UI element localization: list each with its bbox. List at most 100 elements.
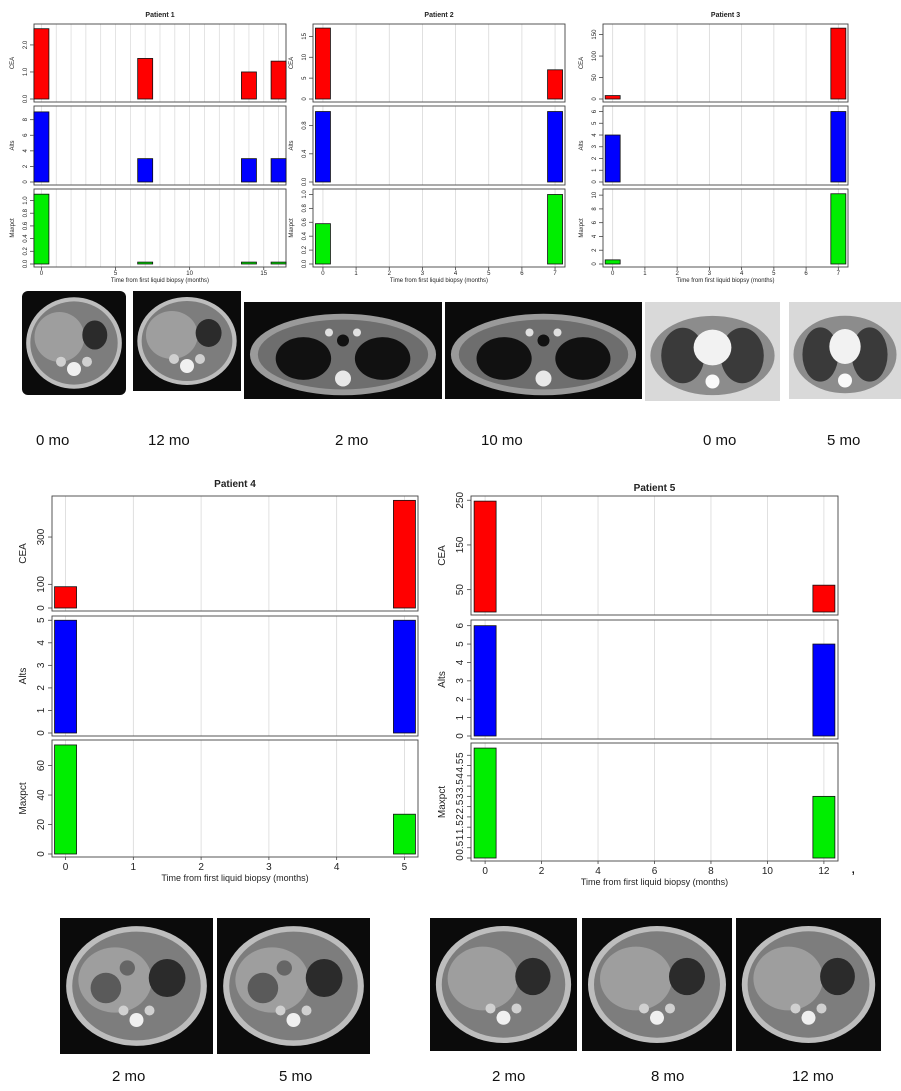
y-tick-label: 0.6 (302, 217, 308, 226)
y-tick-label: 3 (36, 662, 47, 668)
y-tick-label: 0 (23, 180, 29, 184)
x-tick-label: 10 (186, 271, 193, 277)
x-tick-label: 5 (114, 271, 118, 277)
panel-maxpct: 0.0 0.2 0.4 0.6 0.8 1.0 Maxpct (289, 188, 566, 268)
x-axis-label: Time from first liquid biopsy (months) (676, 278, 774, 284)
y-tick-label: 50 (592, 74, 598, 81)
y-tick-label: 3 (455, 678, 466, 684)
x-tick-label: 0 (321, 271, 325, 277)
ct-scan-patient1-0mo (22, 291, 126, 395)
scan-caption: 2 mo (112, 1068, 146, 1085)
ct-image (789, 302, 901, 399)
bar-maxpct (473, 747, 497, 859)
x-tick-label: 15 (260, 271, 267, 277)
y-tick-label: 2 (592, 156, 598, 160)
y-tick-label: 0.0 (23, 259, 29, 268)
bar-maxpct (137, 261, 154, 265)
y-axis-label: Maxpct (579, 218, 585, 238)
x-tick-label: 2 (675, 271, 679, 277)
y-tick-label: 1.0 (302, 190, 308, 199)
y-axis-label: Maxpct (18, 782, 29, 814)
y-tick-label: 0 (302, 97, 308, 101)
panel-maxpct: 0 20 40 60 Maxpct (18, 739, 419, 858)
bar-cea (604, 95, 621, 100)
y-tick-label: 0.0 (23, 94, 29, 103)
panel-frame (470, 495, 839, 616)
y-tick-label: 4 (592, 234, 598, 238)
panel-cea: 0 100 300 CEA (18, 495, 419, 612)
x-tick-label: 6 (520, 271, 524, 277)
y-axis-label: Alts (10, 140, 16, 150)
scan-caption: 5 mo (279, 1068, 313, 1085)
x-tick-label: 10 (762, 866, 774, 877)
scan-caption: 2 mo (492, 1068, 526, 1085)
chart-patient-2: Patient 2051015CEA0.00.40.8Alts0.00.20.4… (289, 12, 566, 284)
chart-title: Patient 1 (145, 12, 174, 19)
y-axis-label: CEA (437, 545, 448, 566)
panel-frame (51, 739, 419, 858)
y-tick-label: 15 (302, 32, 308, 39)
y-tick-label: 6 (592, 109, 598, 113)
scan-caption: 8 mo (651, 1068, 685, 1085)
x-tick-label: 1 (131, 862, 137, 873)
x-tick-label: 0 (482, 866, 488, 877)
bar-alts (547, 111, 563, 183)
panel-alts: 0.0 0.4 0.8 Alts (289, 105, 566, 186)
panel-frame (51, 615, 419, 737)
bar-maxpct (54, 744, 77, 855)
y-tick-label: 5 (592, 121, 598, 125)
y-axis-label: CEA (18, 543, 29, 564)
trailing-comma: , (851, 860, 856, 877)
y-axis-label: Maxpct (437, 786, 448, 818)
bar-alts (137, 158, 154, 183)
bar-maxpct (270, 261, 287, 265)
x-tick-label: 2 (388, 271, 392, 277)
panel-alts: 0 2 4 6 8 Alts (10, 105, 287, 186)
ct-scan-patient2-10mo (445, 302, 642, 399)
panel-maxpct: 0.0 0.2 0.4 0.6 0.8 1.0 Maxpct (10, 188, 287, 268)
panel-cea: 0 5 10 15 CEA (289, 23, 566, 103)
panel-frame (470, 619, 839, 740)
ct-image (645, 302, 780, 401)
bar-cea (315, 27, 331, 100)
x-tick-label: 4 (595, 866, 601, 877)
x-tick-label: 3 (266, 862, 272, 873)
x-axis-label: Time from first liquid biopsy (months) (390, 278, 488, 284)
y-tick-label: 0 (592, 262, 598, 266)
y-tick-label: 4 (23, 149, 29, 153)
y-tick-label: 0.4 (23, 234, 29, 243)
y-tick-label: 0 (36, 730, 47, 736)
x-tick-label: 0 (40, 271, 44, 277)
bar-alts (315, 111, 331, 183)
bar-alts (33, 111, 50, 183)
scan-caption: 10 mo (481, 432, 523, 449)
ct-image (588, 925, 726, 1044)
bar-alts (812, 643, 836, 737)
panel-alts: 0 1 2 3 4 5 6 Alts (579, 105, 849, 186)
x-tick-label: 5 (487, 271, 491, 277)
x-tick-label: 5 (402, 862, 408, 873)
y-axis-label: Alts (289, 140, 295, 150)
ct-image (223, 926, 364, 1046)
y-tick-label: 50 (455, 584, 466, 596)
y-tick-label: 1 (592, 168, 598, 172)
ct-scan-patient2-2mo (244, 302, 442, 399)
bar-cea (830, 27, 847, 100)
bar-alts (604, 134, 621, 183)
bar-cea (812, 584, 836, 613)
y-tick-label: 10 (302, 53, 308, 60)
panel-cea: 50 150 250 CEA (437, 491, 839, 616)
x-tick-label: 6 (804, 271, 808, 277)
y-axis-label: CEA (579, 57, 585, 69)
ct-scan-patient5-8mo (582, 918, 732, 1051)
y-tick-label: 5 (455, 752, 466, 758)
y-tick-label: 5 (36, 617, 47, 623)
y-tick-label: 1.0 (23, 67, 29, 76)
y-tick-label: 0.6 (23, 221, 29, 230)
y-tick-label: 5 (302, 76, 308, 80)
x-axis-label: Time from first liquid biopsy (months) (161, 873, 308, 883)
scan-caption: 12 mo (148, 432, 190, 449)
panel-frame (602, 23, 849, 103)
chart-title: Patient 5 (634, 483, 676, 494)
